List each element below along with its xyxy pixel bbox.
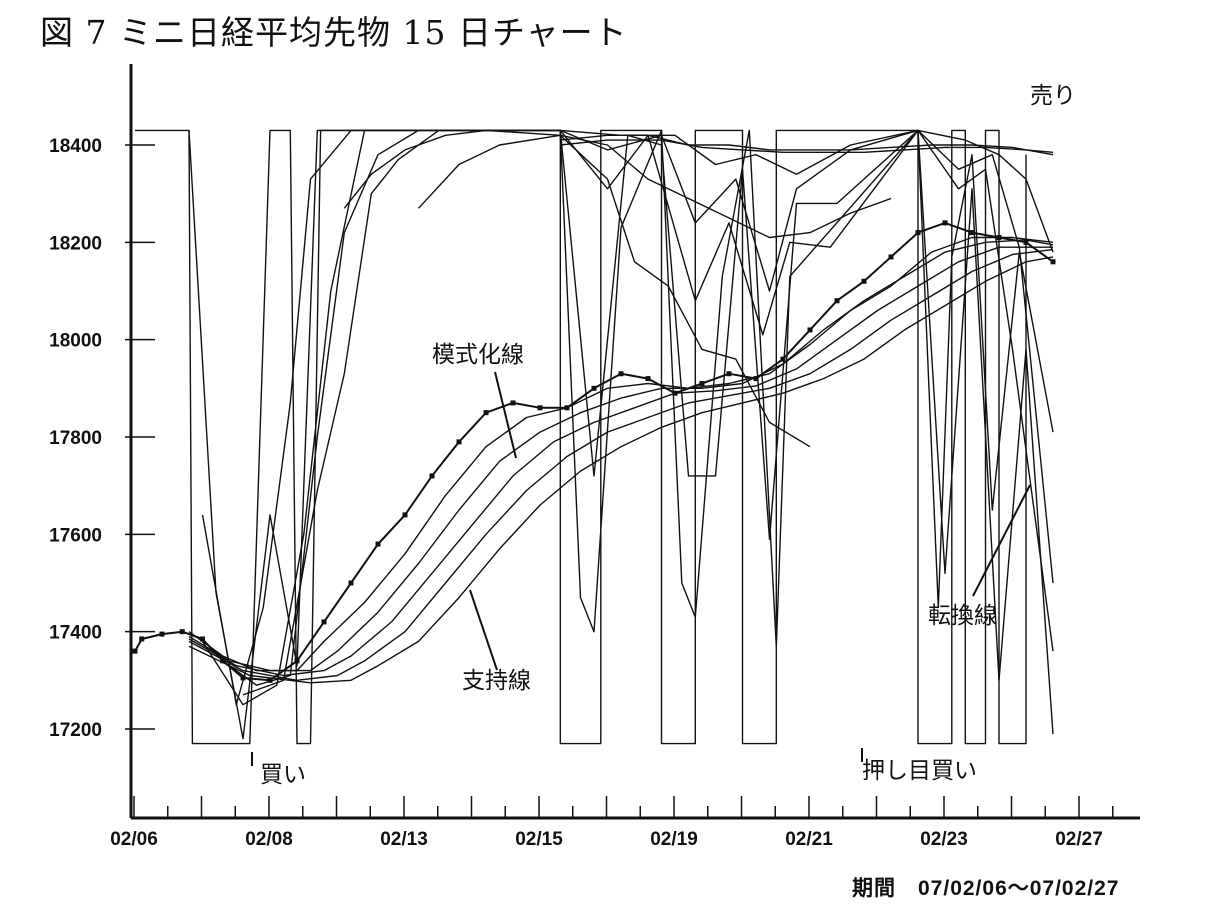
series-marker xyxy=(699,380,705,386)
series-marker xyxy=(780,356,786,362)
annotation-label: 転換線 xyxy=(928,603,997,629)
series-marker xyxy=(969,230,975,236)
series-marker xyxy=(807,327,813,333)
series-line xyxy=(135,129,1027,745)
series-marker xyxy=(321,619,327,625)
series-line xyxy=(188,256,1054,684)
series-marker xyxy=(200,636,205,642)
series-line xyxy=(560,134,1054,156)
annotation-label: 支持線 xyxy=(462,668,531,694)
series-marker xyxy=(456,439,462,445)
annotation-pointer xyxy=(972,484,1031,597)
y-tick-label: 17200 xyxy=(49,720,102,741)
y-tick-label: 17800 xyxy=(49,428,102,449)
series-line xyxy=(242,129,1054,696)
series-line xyxy=(188,239,1054,672)
y-tick-label: 18200 xyxy=(49,233,102,254)
annotation-pointer xyxy=(469,589,498,671)
series-marker xyxy=(618,371,624,377)
series-line xyxy=(134,221,1054,682)
annotation-label: 模式化線 xyxy=(432,342,524,368)
series-line xyxy=(201,129,1054,734)
x-tick-label: 02/19 xyxy=(650,829,698,850)
axes: 17200 17400 17600 17800 18000 18200 18400 02/06… xyxy=(49,64,1140,850)
x-tick-label: 02/21 xyxy=(785,829,833,850)
series-line xyxy=(560,139,1054,153)
series-line xyxy=(188,248,1054,681)
series-marker xyxy=(942,220,948,226)
annotation-label: 押し目買い xyxy=(862,758,977,784)
series-marker xyxy=(375,541,381,547)
y-tick-label: 17600 xyxy=(49,525,102,546)
series-marker xyxy=(591,385,597,391)
series-marker xyxy=(159,631,165,637)
x-tick-label: 02/08 xyxy=(245,829,293,850)
series-marker xyxy=(861,278,867,284)
series-line xyxy=(417,134,892,239)
series-marker xyxy=(429,473,435,479)
series-line xyxy=(222,129,1054,686)
series-marker xyxy=(726,371,732,377)
chart-title: 図 7 ミニ日経平均先物 15 日チャート xyxy=(40,13,628,52)
x-tick-label: 02/13 xyxy=(380,829,428,850)
y-tick-label: 18400 xyxy=(49,136,102,157)
series-marker xyxy=(753,376,759,382)
series-line xyxy=(201,129,1054,706)
period-label: 期間 07/02/06〜07/02/27 xyxy=(852,877,1120,900)
series-marker xyxy=(645,376,651,382)
series-marker xyxy=(1050,259,1056,265)
annotation-label: 買い xyxy=(260,762,306,788)
series-marker xyxy=(179,629,185,635)
series-marker xyxy=(510,400,516,406)
y-tick-label: 18000 xyxy=(49,331,102,352)
series-marker xyxy=(267,677,273,683)
x-tick-label: 02/06 xyxy=(110,829,158,850)
series-marker xyxy=(348,580,354,586)
series-marker xyxy=(537,405,543,411)
series-marker xyxy=(240,675,246,681)
annotation-label: 売り xyxy=(1030,83,1076,109)
x-tick-label: 02/15 xyxy=(515,829,563,850)
series-line xyxy=(343,129,811,448)
series-line xyxy=(188,246,1053,677)
y-tick-label: 17400 xyxy=(49,623,102,644)
series-line xyxy=(188,236,1054,672)
series-marker xyxy=(220,658,226,664)
series-layer xyxy=(132,129,1056,745)
series-line xyxy=(188,129,1054,740)
series-marker xyxy=(132,648,138,654)
series-marker xyxy=(483,410,489,416)
series-marker xyxy=(834,298,840,304)
x-tick-label: 02/27 xyxy=(1055,829,1103,850)
series-marker xyxy=(139,636,145,642)
annotation-pointer xyxy=(494,371,517,459)
series-marker xyxy=(888,254,894,260)
x-tick-label: 02/23 xyxy=(920,829,968,850)
series-marker xyxy=(402,512,408,518)
